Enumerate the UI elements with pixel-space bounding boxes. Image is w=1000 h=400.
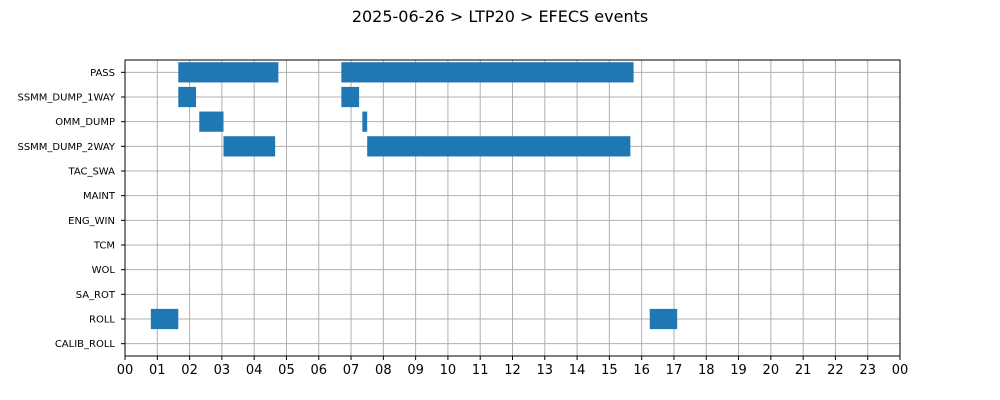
bars-layer — [150, 62, 678, 330]
y-tick-label: TAC_SWA — [67, 167, 115, 178]
x-tick-label: 00 — [892, 363, 909, 378]
x-tick-label: 15 — [601, 363, 618, 378]
event-bar — [150, 308, 179, 330]
y-tick-label: WOL — [92, 265, 116, 276]
x-tick-label: 01 — [149, 363, 166, 378]
x-tick-label: 20 — [763, 363, 780, 378]
y-tick-label: SSMM_DUMP_1WAY — [17, 93, 115, 104]
y-tick-label: OMM_DUMP — [55, 117, 115, 128]
event-bar — [199, 111, 224, 132]
event-bar — [178, 62, 279, 83]
y-tick-label: PASS — [90, 68, 115, 79]
x-tick-label: 22 — [827, 363, 844, 378]
y-tick-label: ENG_WIN — [68, 216, 115, 227]
ticks-layer — [121, 71, 901, 360]
y-tick-label: ROLL — [89, 315, 115, 326]
plot-frame — [124, 59, 901, 357]
x-tick-label: 07 — [343, 363, 360, 378]
x-tick-label: 16 — [633, 363, 650, 378]
x-tick-label: 08 — [375, 363, 392, 378]
x-tick-label: 17 — [666, 363, 683, 378]
x-tick-label: 18 — [698, 363, 715, 378]
event-bar — [362, 111, 368, 132]
x-tick-label: 02 — [181, 363, 198, 378]
x-tick-label: 04 — [246, 363, 263, 378]
x-tick-label: 23 — [859, 363, 876, 378]
x-tick-label: 09 — [407, 363, 424, 378]
x-tick-label: 19 — [730, 363, 747, 378]
labels-layer: 00 01 02 03 04 05 06 07 08 09 10 11 12 13 14 15 16 17 18 19… — [17, 68, 908, 378]
grid-layer — [124, 60, 901, 356]
event-bar — [223, 136, 276, 157]
x-tick-label: 21 — [795, 363, 812, 378]
event-bar — [178, 86, 197, 108]
x-tick-label: 10 — [440, 363, 457, 378]
y-tick-label: MAINT — [83, 191, 116, 202]
y-tick-label: SSMM_DUMP_2WAY — [17, 142, 115, 153]
event-bar — [341, 86, 360, 108]
x-tick-label: 12 — [504, 363, 521, 378]
x-tick-label: 14 — [569, 363, 586, 378]
event-bar — [367, 136, 631, 157]
y-tick-label: SA_ROT — [76, 290, 116, 301]
event-bar — [649, 308, 678, 330]
x-tick-label: 11 — [472, 363, 489, 378]
x-tick-label: 03 — [214, 363, 231, 378]
x-tick-label: 05 — [278, 363, 295, 378]
x-tick-label: 00 — [117, 363, 134, 378]
chart-title: 2025-06-26 > LTP20 > EFECS events — [352, 7, 648, 26]
x-tick-label: 06 — [310, 363, 327, 378]
y-tick-label: CALIB_ROLL — [55, 339, 116, 350]
y-tick-label: TCM — [93, 241, 115, 252]
event-bar — [341, 62, 634, 83]
x-tick-label: 13 — [537, 363, 554, 378]
